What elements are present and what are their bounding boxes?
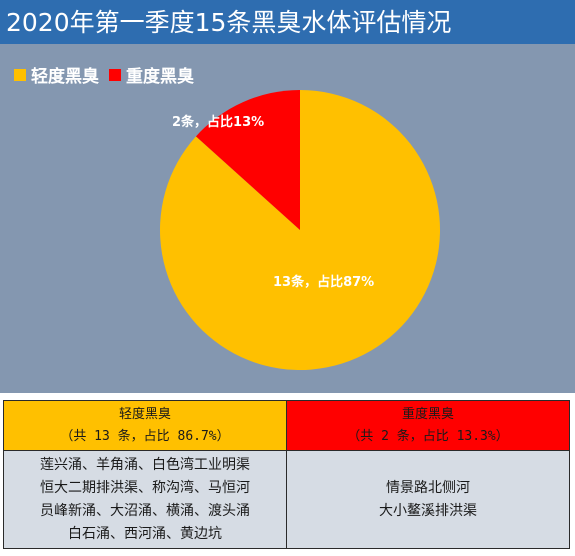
severe-river-line: 情景路北侧河 xyxy=(386,479,470,496)
header-severe-summary: （共 2 条，占比 13.3%） xyxy=(347,428,509,444)
header-severe: 重度黑臭 （共 2 条，占比 13.3%） xyxy=(286,400,570,451)
header-mild-title: 轻度黑臭 xyxy=(118,406,171,422)
table-header-row: 轻度黑臭 （共 13 条，占比 86.7%） 重度黑臭 （共 2 条，占比 13… xyxy=(3,400,570,451)
severe-river-line: 大小鳌溪排洪渠 xyxy=(379,502,477,519)
legend-item-mild: 轻度黑臭 xyxy=(14,62,99,87)
legend-label-mild: 轻度黑臭 xyxy=(31,67,99,87)
legend-label-severe: 重度黑臭 xyxy=(126,67,194,87)
pie-chart: 2条，占比13% 13条，占比87% xyxy=(159,90,440,370)
legend-swatch-severe xyxy=(109,68,121,81)
data-label-mild: 13条，占比87% xyxy=(273,274,374,290)
header-mild: 轻度黑臭 （共 13 条，占比 86.7%） xyxy=(3,400,287,451)
mild-river-line: 恒大二期排洪渠、称沟湾、马恒河 xyxy=(40,479,250,496)
pie-labels: 2条，占比13% 13条，占比87% xyxy=(172,114,374,290)
data-label-severe: 2条，占比13% xyxy=(172,114,264,130)
legend: 轻度黑臭 重度黑臭 xyxy=(14,62,194,87)
pie-slice-severe xyxy=(195,90,300,230)
pie-slices xyxy=(159,90,440,370)
mild-river-line: 莲兴涌、羊角涌、白色湾工业明渠 xyxy=(40,456,250,473)
title-bar: 2020年第一季度15条黑臭水体评估情况 xyxy=(0,0,575,44)
chart-title: 2020年第一季度15条黑臭水体评估情况 xyxy=(6,7,452,37)
chart-area: 2条，占比13% 13条，占比87% 轻度黑臭 重度黑臭 xyxy=(0,44,575,393)
header-severe-title: 重度黑臭 xyxy=(401,406,454,422)
mild-river-line: 员峰新涌、大沼涌、横涌、渡头涌 xyxy=(40,502,250,519)
river-table: 轻度黑臭 （共 13 条，占比 86.7%） 重度黑臭 （共 2 条，占比 13… xyxy=(3,400,570,549)
severe-river-list: 情景路北侧河 大小鳌溪排洪渠 xyxy=(286,450,570,549)
mild-river-line: 白石涌、西河涌、黄边坑 xyxy=(68,525,222,542)
legend-item-severe: 重度黑臭 xyxy=(109,62,194,87)
mild-river-list: 莲兴涌、羊角涌、白色湾工业明渠 恒大二期排洪渠、称沟湾、马恒河 员峰新涌、大沼涌… xyxy=(3,450,287,549)
header-mild-summary: （共 13 条，占比 86.7%） xyxy=(60,428,230,444)
pie-slice-mild xyxy=(159,90,440,370)
table-body-row: 莲兴涌、羊角涌、白色湾工业明渠 恒大二期排洪渠、称沟湾、马恒河 员峰新涌、大沼涌… xyxy=(3,450,570,549)
legend-swatch-mild xyxy=(14,68,26,81)
